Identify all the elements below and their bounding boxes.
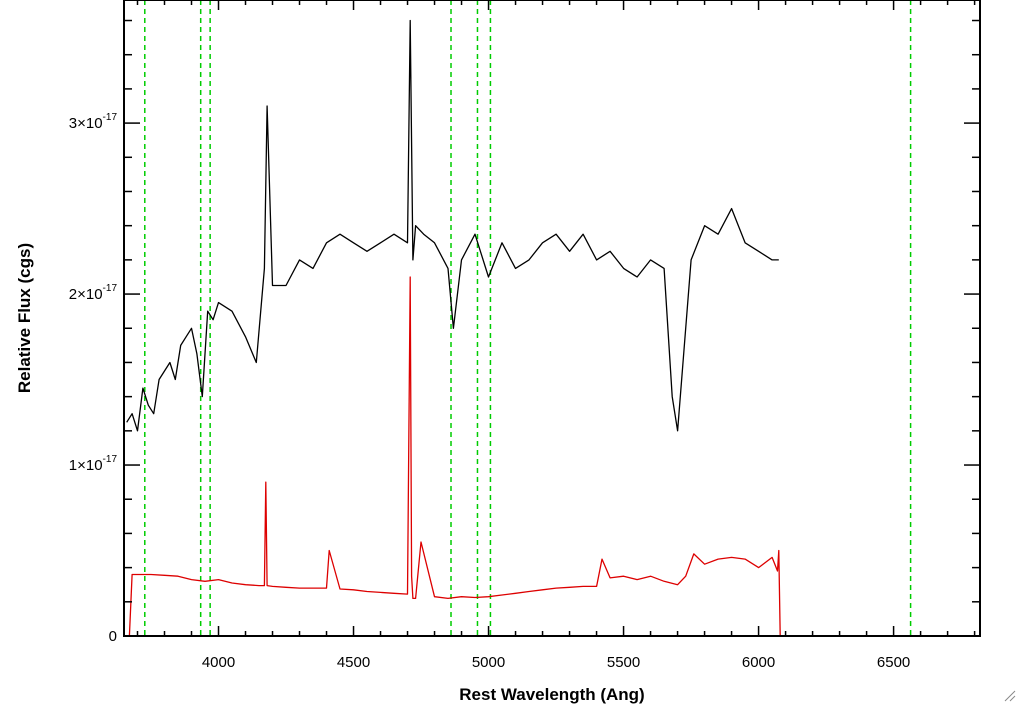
y-tick-label: 3×10-17: [69, 112, 118, 132]
spectrum-series: [124, 19, 980, 637]
x-tick-label: 5000: [472, 654, 505, 671]
x-tick-label: 6000: [742, 654, 775, 671]
spectrum-line: [124, 276, 980, 637]
y-axis-ticks: 0 1×10-17 2×10-17 3×10-17: [69, 19, 980, 645]
y-tick-label: 0: [109, 628, 117, 645]
spectrum-line: [126, 19, 779, 432]
y-tick-label: 1×10-17: [69, 454, 118, 474]
x-tick-label: 5500: [607, 654, 640, 671]
plot-frame: [123, 0, 981, 637]
x-axis-title: Rest Wavelength (Ang): [459, 685, 644, 704]
x-tick-label: 4000: [202, 654, 235, 671]
x-tick-label: 4500: [337, 654, 370, 671]
y-tick-label: 2×10-17: [69, 283, 118, 303]
y-axis-title: Relative Flux (cgs): [15, 243, 34, 393]
resize-grip-icon[interactable]: [1004, 690, 1016, 702]
emission-line-markers: [144, 0, 912, 636]
x-axis-ticks: 4000 4500 5000 5500 6000 6500: [136, 0, 976, 671]
x-tick-label: 6500: [877, 654, 910, 671]
